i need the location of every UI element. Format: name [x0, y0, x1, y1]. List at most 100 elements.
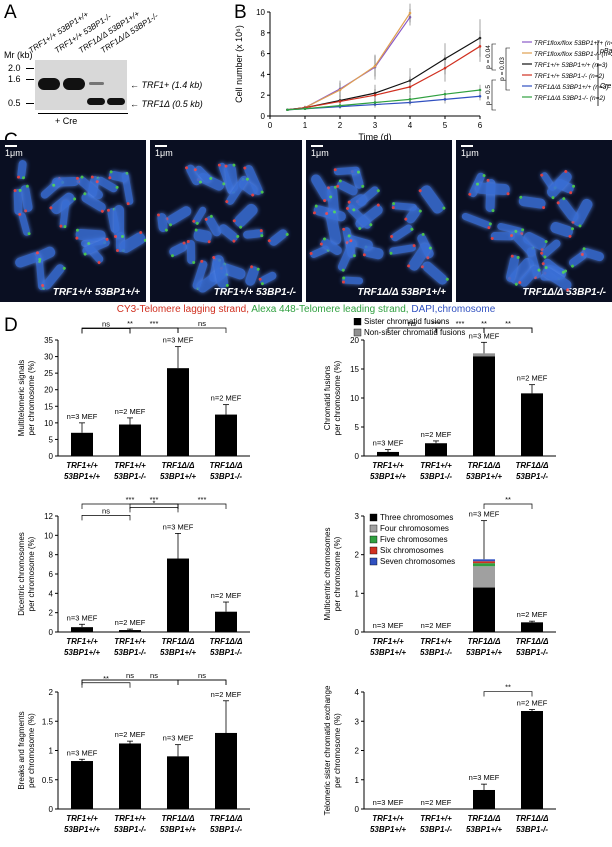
data-point: [286, 108, 289, 112]
category-label: TRF1Δ/Δ: [210, 814, 244, 823]
y-tick-label: 10: [350, 394, 359, 403]
telomere-signal: [322, 236, 327, 241]
sig-bracket: [81, 515, 131, 521]
telomere-signal: [209, 214, 214, 219]
telomere-signal: [322, 198, 327, 203]
telomere-signal: [107, 176, 112, 180]
telomere-signal: [120, 235, 124, 239]
telomere-signal: [256, 266, 261, 271]
telomere-signal: [563, 169, 568, 174]
tick-label: 2.0: [8, 63, 21, 73]
y-tick-label: 5: [49, 435, 54, 444]
telomere-signal: [211, 255, 216, 260]
treatment-label: + Cre: [55, 116, 78, 126]
telomere-signal: [250, 264, 254, 269]
scale-bar: 1μm: [5, 145, 23, 158]
chromosome-mark: [242, 228, 264, 239]
n-label: n=3 MEF: [373, 621, 404, 630]
telomere-signal: [170, 252, 175, 258]
category-label: TRF1Δ/Δ: [468, 637, 502, 646]
category-label: TRF1+/+: [114, 637, 146, 646]
telomere-signal: [75, 236, 79, 240]
y-tick-label: 6: [49, 570, 54, 579]
chromosome-mark: [18, 210, 32, 237]
sig-label: ***: [456, 319, 465, 328]
y-tick-label: 2: [355, 747, 360, 756]
telomere-signal: [106, 209, 110, 213]
y-tick-label: 5: [355, 423, 360, 432]
y-axis-label: Chromatid fusions: [323, 366, 332, 430]
telomere-signal: [579, 252, 584, 257]
y-tick-label: 4: [355, 688, 360, 697]
n-label: n=2 MEF: [115, 618, 146, 627]
chromosome-mark: [420, 259, 450, 287]
bar: [377, 451, 399, 456]
category-label: TRF1+/+: [66, 637, 98, 646]
category-label: 53BP1+/+: [64, 472, 100, 481]
telomere-signal: [104, 237, 109, 242]
image-caption: TRF1Δ/Δ 53BP1+/+: [357, 287, 446, 298]
y-axis-label: Telomeric sister chromatid exchange: [323, 685, 332, 815]
legend-swatch: [369, 557, 378, 566]
y-tick-label: 0: [261, 112, 266, 121]
n-label: n=3 MEF: [469, 331, 500, 340]
telomere-signal: [260, 233, 264, 238]
sig-label: ns: [198, 671, 206, 680]
telomere-signal: [578, 223, 583, 228]
category-label: 53BP1+/+: [160, 648, 196, 657]
telomere-signal: [75, 176, 79, 180]
telomere-signal: [410, 226, 415, 231]
category-label: TRF1+/+: [114, 461, 146, 470]
panel-label-b: B: [234, 2, 247, 23]
category-label: 53BP1-/-: [210, 472, 242, 481]
telomere-signal: [345, 206, 350, 212]
telomere-signal: [21, 176, 25, 180]
legend-entry: TRF1Δ/Δ 53BP1-/- (n=2): [534, 95, 605, 102]
telomere-signal: [347, 233, 352, 238]
image-caption: TRF1Δ/Δ 53BP1-/-: [522, 287, 606, 298]
group-label: pBabe: [599, 48, 612, 55]
telomere-signal: [406, 263, 411, 268]
x-tick-label: 3: [373, 121, 378, 130]
legend-entry: TRF1+/+ 53BP1+/+ (n=3): [534, 62, 608, 69]
telomere-signal: [390, 233, 395, 238]
sig-bracket: [81, 328, 131, 334]
y-axis-label: Multicentric chromosomes: [323, 528, 332, 621]
y-tick-label: 0: [355, 628, 360, 637]
pvalue-bracket: [491, 43, 496, 71]
data-point: [338, 88, 342, 92]
n-label: n=2 MEF: [421, 798, 452, 807]
telomere-signal: [487, 225, 491, 230]
telomere-signal: [510, 253, 515, 258]
legend-red: CY3-Telomere lagging strand,: [116, 304, 250, 315]
data-point: [408, 85, 412, 89]
legend-entry: Five chromosomes: [380, 535, 448, 544]
category-label: TRF1+/+: [420, 814, 452, 823]
chromosome-mark: [186, 239, 196, 264]
bar: [473, 561, 495, 564]
bar-chart-dicentric: 0 2 4 6 8 10 12 Dicentric chromosomes per chromo…: [17, 495, 250, 657]
sig-label: ns: [198, 319, 206, 328]
category-label: 53BP1-/-: [114, 648, 146, 657]
telomere-signal: [115, 249, 119, 253]
y-tick-label: 1: [355, 776, 360, 785]
y-tick-label: 3: [355, 717, 360, 726]
telomere-signal: [238, 224, 243, 229]
chromosome-mark: [460, 211, 493, 230]
chromosome-mark: [548, 220, 574, 239]
telomere-signal: [425, 256, 430, 261]
sig-label: ns: [102, 320, 110, 329]
telomere-signal: [391, 201, 396, 206]
telomere-signal: [544, 265, 549, 270]
legend-entry: TRF1Δ/Δ 53BP1+/+ (n=3): [534, 84, 608, 91]
category-label: 53BP1-/-: [210, 825, 242, 834]
telomere-signal: [200, 259, 205, 263]
bar-chart-breaks: 0 0.5 1 1.5 2 Breaks and fragments per chromos…: [17, 671, 250, 834]
series-line: [287, 16, 411, 111]
telomere-signal: [260, 281, 265, 287]
bar: [71, 627, 93, 632]
sig-label: ***: [126, 495, 135, 504]
tick-label: 1.6: [8, 74, 21, 84]
telomere-signal: [195, 222, 200, 227]
n-label: n=2 MEF: [421, 430, 452, 439]
